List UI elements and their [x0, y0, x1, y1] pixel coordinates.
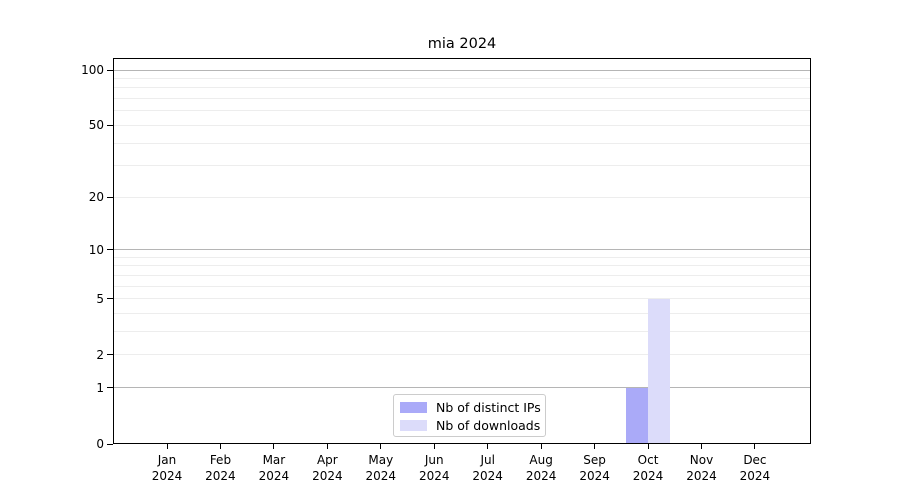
x-tick-label-month: Oct — [637, 453, 659, 467]
y-tick-mark — [107, 387, 113, 389]
y-tick-label: 50 — [88, 118, 104, 133]
legend-swatch-distinct-ips — [400, 401, 427, 413]
x-tick-label: May 2024 — [341, 452, 421, 484]
x-tick-mark — [487, 444, 489, 449]
x-tick-label-month: Dec — [743, 453, 767, 467]
x-tick-label-year: 2024 — [739, 469, 771, 483]
x-tick-label-year: 2024 — [579, 469, 610, 483]
x-tick-label-year: 2024 — [312, 469, 343, 483]
x-tick-mark — [754, 444, 756, 449]
plot-area: Nb of distinct IPs Nb of downloads — [113, 58, 811, 444]
x-tick-label-year: 2024 — [365, 469, 397, 483]
chart-title: mia 2024 — [427, 36, 497, 52]
x-tick-label-year: 2024 — [258, 469, 290, 483]
x-tick-label: Aug 2024 — [501, 452, 581, 484]
x-tick-label-year: 2024 — [686, 469, 717, 483]
x-tick-label: Dec 2024 — [715, 452, 795, 484]
gridline-minor — [113, 110, 811, 112]
gridline-minor — [113, 124, 811, 126]
legend-swatch-downloads — [400, 419, 427, 431]
x-tick-mark — [273, 444, 275, 449]
x-tick-label: Feb 2024 — [180, 452, 260, 484]
x-tick-mark — [540, 444, 542, 449]
x-tick-mark — [647, 444, 649, 449]
x-tick-mark — [380, 444, 382, 449]
x-tick-label-year: 2024 — [418, 469, 450, 483]
bar-nb-of-distinct-ips — [626, 387, 649, 443]
x-tick-label: Jun 2024 — [394, 452, 474, 484]
plot-spines — [113, 58, 811, 444]
x-tick-label: Mar 2024 — [234, 452, 314, 484]
gridline-minor — [113, 298, 811, 300]
legend-label-downloads: Nb of downloads — [436, 417, 541, 433]
gridline-minor — [113, 87, 811, 89]
y-tick-label: 2 — [96, 347, 104, 362]
x-tick-mark — [701, 444, 702, 449]
gridline-minor — [113, 256, 811, 258]
y-tick-mark — [107, 124, 113, 126]
y-tick-label: 0 — [96, 437, 104, 451]
legend-label-distinct-ips: Nb of distinct IPs — [436, 399, 541, 415]
y-tick-label: 10 — [88, 242, 104, 257]
x-tick-label-month: Mar — [262, 453, 286, 467]
y-tick-mark — [107, 196, 113, 198]
gridline-major — [113, 249, 811, 251]
x-tick-label-month: Jan — [157, 453, 177, 467]
x-tick-mark — [594, 444, 596, 449]
gridline-minor — [113, 265, 811, 267]
gridline-minor — [113, 142, 811, 144]
gridline-minor — [113, 285, 811, 287]
legend-item-downloads: Nb of downloads — [400, 416, 541, 434]
y-tick-label: 5 — [96, 291, 104, 306]
x-tick-mark — [326, 444, 328, 449]
y-tick-mark — [107, 298, 113, 300]
x-tick-label: Nov 2024 — [662, 452, 742, 484]
gridline-minor — [113, 77, 811, 79]
x-tick-label-year: 2024 — [151, 469, 183, 483]
x-tick-label-month: Apr — [316, 453, 338, 467]
x-tick-mark — [219, 444, 221, 449]
x-tick-label: Jul 2024 — [448, 452, 528, 484]
y-tick-mark — [107, 249, 113, 251]
y-tick-label: 20 — [88, 190, 104, 205]
x-tick-label-month: Jun — [424, 453, 444, 467]
gridline-minor — [113, 98, 811, 100]
x-tick-label-month: Sep — [583, 453, 606, 467]
legend-item-distinct-ips: Nb of distinct IPs — [400, 398, 541, 416]
y-tick-mark — [107, 69, 113, 71]
x-tick-label-month: Jul — [480, 453, 495, 467]
gridline-minor — [113, 196, 811, 198]
x-tick-label: Jan 2024 — [127, 452, 207, 484]
gridline-minor — [113, 274, 811, 276]
gridline-major — [113, 69, 811, 71]
y-tick-label: 100 — [81, 63, 104, 77]
x-tick-mark — [433, 444, 435, 449]
gridline-minor — [113, 354, 811, 356]
x-tick-label-month: Nov — [689, 453, 714, 467]
x-tick-label-year: 2024 — [632, 469, 664, 483]
gridline-minor — [113, 165, 811, 167]
bar-nb-of-downloads — [648, 298, 670, 443]
x-tick-mark — [166, 444, 168, 449]
gridline-minor — [113, 331, 811, 333]
x-tick-label: Oct 2024 — [608, 452, 688, 484]
x-tick-label-year: 2024 — [525, 469, 557, 483]
x-tick-label-year: 2024 — [205, 469, 236, 483]
x-tick-label: Sep 2024 — [555, 452, 635, 484]
y-tick-label: 1 — [96, 380, 104, 395]
y-tick-mark — [107, 354, 113, 356]
x-tick-label-month: Feb — [209, 453, 232, 467]
x-tick-label-month: May — [368, 453, 394, 467]
x-tick-label-month: Aug — [529, 453, 553, 467]
x-tick-label: Apr 2024 — [287, 452, 367, 484]
x-tick-label-year: 2024 — [472, 469, 503, 483]
y-tick-mark — [107, 443, 113, 445]
gridline-minor — [113, 313, 811, 315]
legend: Nb of distinct IPs Nb of downloads — [393, 394, 546, 437]
gridline-major — [113, 387, 811, 389]
